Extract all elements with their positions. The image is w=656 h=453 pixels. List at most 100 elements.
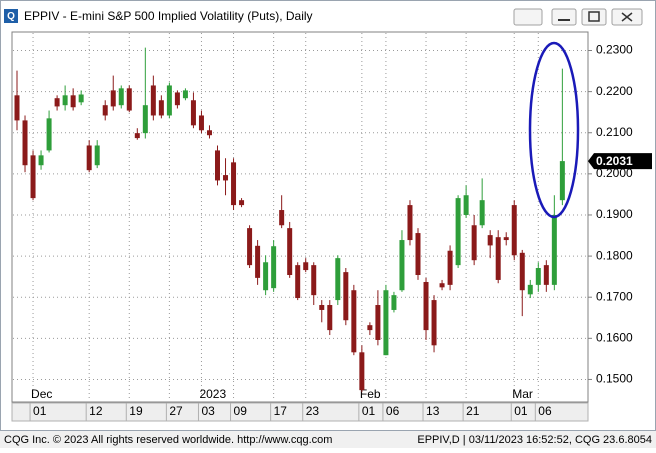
candle-body	[503, 237, 509, 241]
maximize-icon	[588, 11, 600, 22]
x-tick-label: 06	[538, 404, 552, 418]
candle-body	[22, 120, 28, 166]
x-tick-label: 17	[274, 404, 288, 418]
footer-right: EPPIV,D | 03/11/2023 16:52:52, CQG 23.6.…	[417, 434, 652, 446]
maximize-button[interactable]	[581, 8, 607, 26]
candle-body	[174, 92, 180, 106]
candle-body	[343, 272, 349, 321]
month-label: 2023	[199, 387, 226, 401]
candle-body	[70, 95, 76, 108]
candle-body	[399, 240, 405, 291]
candle-body	[479, 200, 485, 226]
y-tick-label: 0.2200	[596, 84, 633, 98]
candle-body	[206, 130, 212, 136]
candle-body	[78, 94, 84, 103]
candle-body	[166, 85, 172, 116]
candle-body	[431, 300, 437, 346]
candle-body	[142, 105, 148, 134]
candle-body	[182, 90, 188, 99]
x-tick-label: 01	[33, 404, 47, 418]
x-tick-label: 06	[386, 404, 400, 418]
candle-body	[231, 162, 237, 206]
candle-body	[190, 100, 196, 126]
candle-body	[198, 115, 204, 131]
icon-letter: Q	[7, 11, 15, 22]
candle-body	[511, 205, 517, 256]
last-value-box	[588, 153, 652, 170]
candle-body	[495, 237, 501, 280]
candle-body	[295, 265, 301, 299]
candle-body	[134, 133, 140, 139]
y-tick-label: 0.2100	[596, 125, 633, 139]
candle-body	[215, 150, 220, 181]
y-tick-label: 0.1900	[596, 207, 633, 221]
close-icon	[621, 12, 633, 22]
candle-body	[423, 281, 429, 331]
last-value-label: 0.2031	[596, 154, 633, 168]
candle-body	[62, 95, 68, 106]
y-tick-label: 0.1800	[596, 248, 633, 262]
x-tick-label: 23	[306, 404, 320, 418]
x-tick-label: 03	[201, 404, 215, 418]
chart-title: EPPIV - E-mini S&P 500 Implied Volatilit…	[24, 9, 313, 23]
x-tick-label: 21	[466, 404, 480, 418]
candle-body	[223, 175, 229, 181]
candle-body	[471, 225, 477, 261]
candle-body	[126, 88, 132, 111]
month-label: Dec	[31, 387, 52, 401]
candle-body	[38, 155, 44, 166]
x-tick-label: 13	[426, 404, 440, 418]
y-tick-label: 0.1500	[596, 372, 633, 386]
candle-body	[367, 325, 373, 331]
candle-body	[303, 262, 309, 271]
candle-body	[535, 268, 541, 285]
y-tick-label: 0.1600	[596, 330, 633, 344]
footer-left: CQG Inc. © 2023 All rights reserved worl…	[4, 434, 332, 446]
plot-area	[11, 31, 589, 403]
x-tick-label: 09	[234, 404, 248, 418]
candle-body	[247, 228, 253, 266]
candle-body	[94, 145, 100, 166]
candle-body	[102, 105, 108, 116]
candle-body	[150, 85, 156, 116]
minimize-button[interactable]	[551, 8, 577, 26]
candle-body	[118, 88, 124, 106]
app-icon	[4, 9, 18, 23]
candle-body	[359, 352, 365, 391]
candle-body	[54, 98, 60, 107]
link-button[interactable]	[513, 8, 543, 26]
candle-body	[383, 290, 389, 356]
x-tick-label: 12	[89, 404, 103, 418]
candle-body	[375, 305, 381, 340]
candle-body	[543, 265, 549, 285]
candle-body	[407, 205, 413, 241]
x-tick-label: 19	[129, 404, 143, 418]
candle-body	[559, 161, 565, 201]
candle-body	[14, 95, 20, 121]
month-label: Mar	[512, 387, 533, 401]
candle-body	[351, 290, 357, 353]
candle-body	[110, 90, 116, 107]
candle-body	[439, 283, 445, 288]
date-row	[11, 402, 589, 422]
candle-body	[279, 210, 285, 226]
x-tick-label: 01	[514, 404, 528, 418]
candle-body	[447, 250, 453, 285]
candle-body	[86, 145, 92, 171]
candle-body	[255, 245, 261, 278]
x-tick-label: 01	[362, 404, 376, 418]
candle-body	[239, 200, 245, 206]
candle-body	[311, 265, 317, 296]
y-tick-label: 0.2300	[596, 43, 633, 57]
candle-body	[319, 305, 325, 310]
candle-body	[158, 100, 164, 116]
window-buttons	[513, 8, 643, 26]
x-tick-label: 27	[169, 404, 183, 418]
candle-body	[327, 305, 333, 331]
status-bar	[0, 431, 656, 448]
candle-body	[271, 246, 277, 289]
month-label: Feb	[360, 387, 381, 401]
candle-body	[335, 258, 341, 301]
candle-body	[527, 284, 533, 295]
